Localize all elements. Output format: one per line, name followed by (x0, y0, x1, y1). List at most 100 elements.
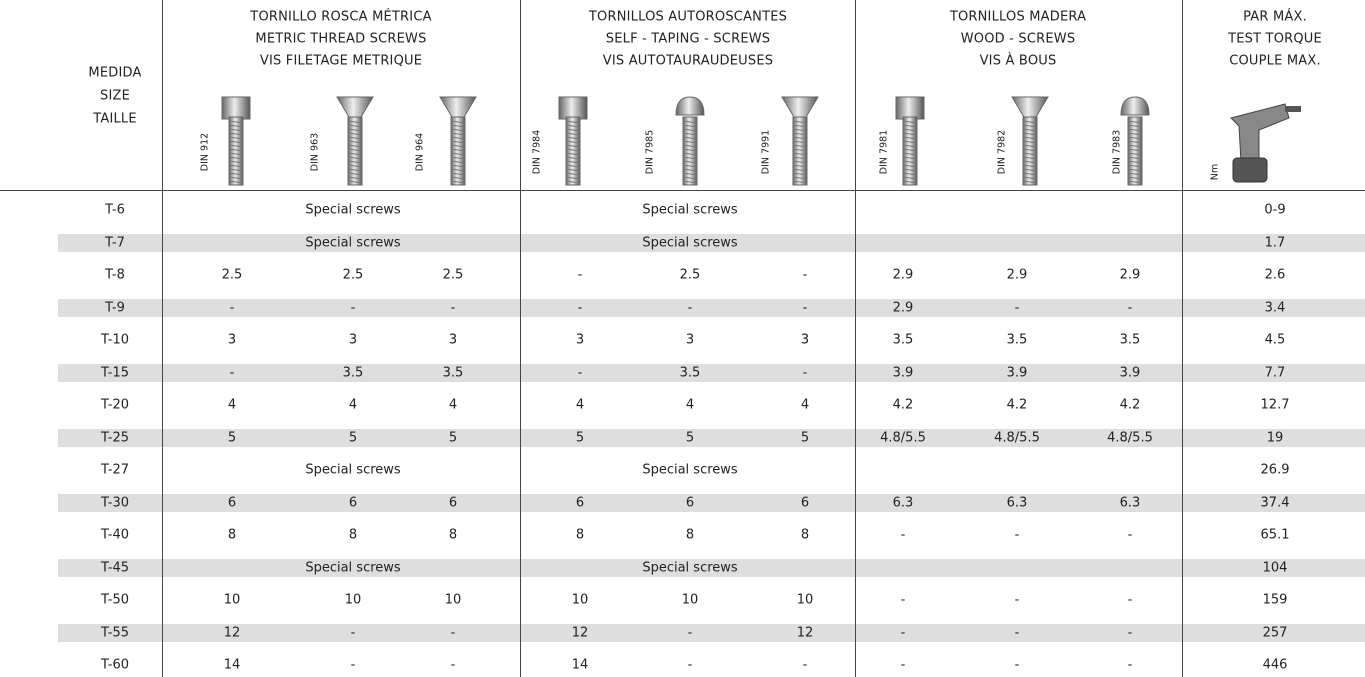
value-cell: 6 (685, 495, 695, 510)
value-cell: 2.5 (679, 267, 701, 283)
screw-icon (895, 96, 925, 186)
row-stripe (58, 233, 1365, 252)
value-cell: - (802, 365, 808, 380)
row-stripe (58, 298, 1365, 317)
merged-cell: Special screws (305, 462, 401, 478)
value-cell: - (450, 657, 456, 673)
value-cell: - (450, 625, 456, 640)
group-title: VIS À BOUS (979, 53, 1057, 69)
size-cell: T-30 (101, 495, 129, 510)
value-cell: - (577, 267, 583, 283)
screw-icon (558, 96, 588, 186)
group-title: WOOD - SCREWS (960, 31, 1076, 47)
merged-cell: Special screws (305, 235, 401, 250)
value-cell: - (229, 300, 235, 315)
value-cell: 10 (444, 592, 462, 608)
size-cell: T-8 (105, 267, 125, 283)
value-cell: - (900, 527, 906, 543)
value-cell: - (350, 657, 356, 673)
group-title: VIS AUTOTAURAUDEUSES (602, 53, 774, 69)
torque-cell: 19 (1266, 430, 1284, 445)
value-cell: 3.5 (892, 332, 914, 348)
value-cell: 3.9 (892, 365, 914, 380)
value-cell: 12 (796, 625, 814, 640)
screw-icon (439, 96, 477, 186)
size-cell: T-7 (105, 235, 125, 250)
torque-cell: 446 (1262, 657, 1288, 673)
value-cell: 8 (800, 527, 810, 543)
torque-header: COUPLE MAX. (1229, 53, 1321, 69)
header-rule (0, 190, 1365, 191)
value-cell: 10 (571, 592, 589, 608)
standard-label: DIN 7985 (644, 129, 656, 175)
value-cell: 6.3 (892, 495, 914, 510)
standard-label: DIN 963 (309, 132, 321, 172)
size-cell: T-15 (101, 365, 129, 380)
screw-icon (1120, 96, 1150, 186)
size-header: MEDIDA (88, 65, 142, 81)
torque-cell: 2.6 (1264, 267, 1286, 283)
torque-cell: 7.7 (1264, 365, 1286, 380)
value-cell: 5 (800, 430, 810, 445)
value-cell: 3.5 (442, 365, 464, 380)
value-cell: 4 (800, 397, 810, 413)
row-stripe (58, 363, 1365, 382)
value-cell: 4 (575, 397, 585, 413)
value-cell: - (1127, 300, 1133, 315)
row-stripe (58, 493, 1365, 512)
value-cell: - (1127, 625, 1133, 640)
value-cell: - (350, 625, 356, 640)
value-cell: - (802, 657, 808, 673)
standard-label: DIN 964 (414, 132, 426, 172)
value-cell: 6 (800, 495, 810, 510)
value-cell: 6 (227, 495, 237, 510)
group-title: METRIC THREAD SCREWS (255, 31, 427, 47)
value-cell: 5 (227, 430, 237, 445)
value-cell: 2.9 (892, 267, 914, 283)
screw-icon (221, 96, 251, 186)
value-cell: 3.5 (1006, 332, 1028, 348)
standard-label: DIN 7991 (760, 129, 772, 175)
value-cell: 6.3 (1119, 495, 1141, 510)
size-cell: T-25 (101, 430, 129, 445)
size-cell: T-9 (105, 300, 125, 315)
value-cell: 4.2 (1006, 397, 1028, 413)
value-cell: - (687, 657, 693, 673)
value-cell: 3.5 (679, 365, 701, 380)
value-cell: - (1014, 592, 1020, 608)
group-title: TORNILLOS AUTOROSCANTES (588, 9, 788, 25)
value-cell: - (802, 300, 808, 315)
value-cell: 10 (344, 592, 362, 608)
column-rule (1182, 0, 1183, 677)
merged-cell: Special screws (642, 462, 738, 478)
value-cell: 3.9 (1006, 365, 1028, 380)
value-cell: 2.9 (1119, 267, 1141, 283)
value-cell: 4.8/5.5 (1107, 430, 1153, 445)
value-cell: 8 (448, 527, 458, 543)
size-header: TAILLE (93, 111, 137, 127)
torque-cell: 4.5 (1264, 332, 1286, 348)
value-cell: 4 (348, 397, 358, 413)
value-cell: - (900, 592, 906, 608)
screw-icon (336, 96, 374, 186)
torque-cell: 12.7 (1260, 397, 1290, 413)
value-cell: 12 (571, 625, 589, 640)
drill-icon (1230, 103, 1301, 183)
screw-icon (781, 96, 819, 186)
value-cell: 8 (575, 527, 585, 543)
value-cell: - (900, 625, 906, 640)
column-rule (855, 0, 856, 677)
torque-cell: 104 (1262, 560, 1288, 575)
value-cell: 3 (575, 332, 585, 348)
size-cell: T-60 (101, 657, 129, 673)
standard-label: DIN 912 (199, 132, 211, 172)
value-cell: - (1127, 592, 1133, 608)
merged-cell: Special screws (642, 560, 738, 575)
value-cell: 3 (685, 332, 695, 348)
value-cell: 8 (227, 527, 237, 543)
torque-cell: 37.4 (1260, 495, 1290, 510)
torque-cell: 257 (1262, 625, 1288, 640)
size-cell: T-10 (101, 332, 129, 348)
value-cell: 3.5 (342, 365, 364, 380)
torque-cell: 26.9 (1260, 462, 1290, 478)
